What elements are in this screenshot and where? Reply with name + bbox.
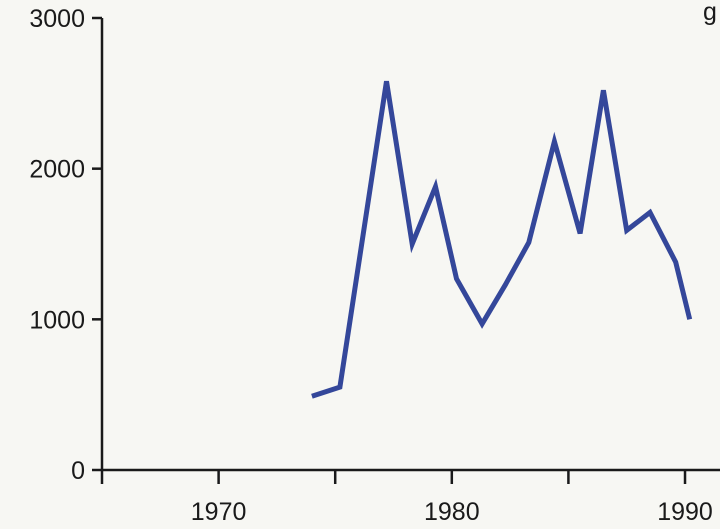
y-tick-label: 3000 (29, 5, 85, 33)
x-ticks: 1970 1980 1990 (100, 470, 713, 526)
axes (100, 18, 720, 472)
x-tick-label: 1970 (191, 498, 247, 526)
y-tick-label: 0 (71, 457, 85, 485)
y-tick-label: 2000 (29, 156, 85, 184)
corner-label: g (703, 0, 717, 26)
y-ticks: 0 1000 2000 3000 (29, 5, 102, 485)
series-line (311, 80, 693, 399)
series-layer (311, 80, 693, 399)
y-tick-label: 1000 (29, 306, 85, 334)
x-tick-label: 1980 (424, 498, 480, 526)
x-tick-label: 1990 (657, 498, 713, 526)
